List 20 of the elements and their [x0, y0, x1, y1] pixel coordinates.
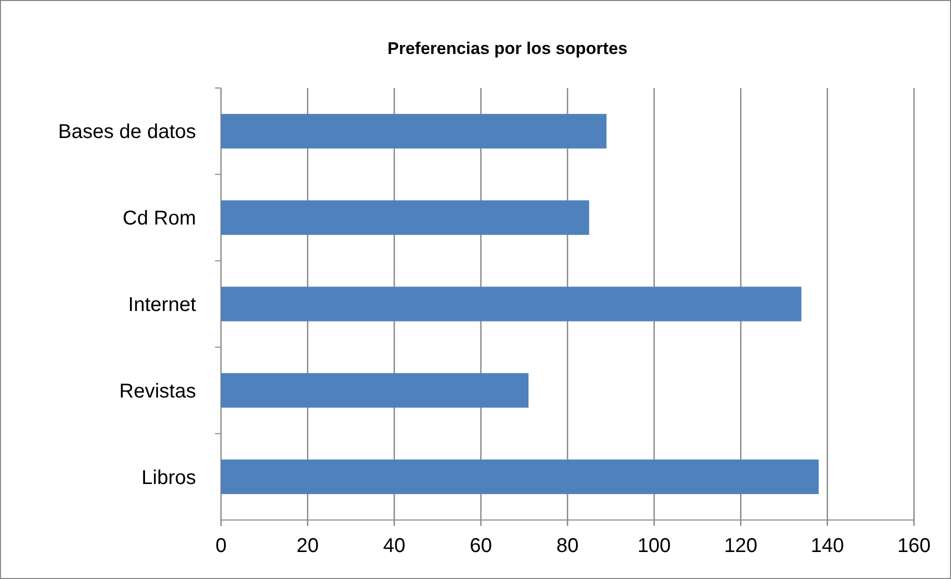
bar	[221, 286, 802, 322]
bar	[221, 114, 606, 148]
chart-title: Preferencias por los soportes	[388, 39, 628, 58]
x-tick-label: 40	[383, 535, 406, 557]
x-tick-label: 140	[810, 535, 844, 557]
x-tick-label: 100	[637, 535, 671, 557]
bar	[221, 200, 590, 235]
x-tick-label: 0	[215, 535, 227, 557]
x-tick-label: 160	[897, 535, 931, 557]
bar	[221, 373, 529, 408]
y-tick-label: Cd Rom	[122, 208, 196, 230]
x-tick-label: 60	[470, 535, 492, 557]
x-tick-label: 120	[724, 535, 758, 557]
y-tick-label: Bases de datos	[58, 121, 196, 144]
y-tick-label: Internet	[128, 294, 196, 316]
x-tick-label: 80	[556, 535, 579, 557]
bar	[221, 460, 819, 494]
y-tick-label: Revistas	[119, 380, 196, 402]
x-tick-label: 20	[296, 535, 319, 557]
y-tick-label: Libros	[142, 466, 196, 489]
